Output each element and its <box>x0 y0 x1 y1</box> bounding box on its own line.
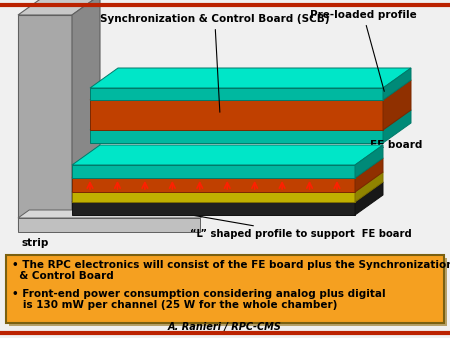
Text: strip: strip <box>22 238 50 248</box>
Polygon shape <box>355 182 383 215</box>
Polygon shape <box>72 202 355 215</box>
Polygon shape <box>72 158 383 178</box>
Polygon shape <box>90 88 383 100</box>
Polygon shape <box>383 68 411 100</box>
Polygon shape <box>72 165 355 178</box>
Text: • The RPC electronics will consist of the FE board plus the Synchronization: • The RPC electronics will consist of th… <box>12 260 450 270</box>
FancyBboxPatch shape <box>9 258 447 326</box>
Text: Synchronization & Control Board (SCB): Synchronization & Control Board (SCB) <box>100 14 329 112</box>
Text: & Control Board: & Control Board <box>12 271 114 281</box>
Polygon shape <box>18 218 200 232</box>
Polygon shape <box>90 110 411 130</box>
Polygon shape <box>72 178 355 192</box>
Polygon shape <box>72 172 383 192</box>
Polygon shape <box>355 172 383 202</box>
Text: FE board: FE board <box>362 140 423 168</box>
Polygon shape <box>90 130 383 143</box>
Polygon shape <box>72 192 355 202</box>
Text: is 130 mW per channel (25 W for the whole chamber): is 130 mW per channel (25 W for the whol… <box>12 300 337 310</box>
FancyBboxPatch shape <box>6 255 444 323</box>
Polygon shape <box>90 68 411 88</box>
Polygon shape <box>72 145 383 165</box>
Text: “L” shaped profile to support  FE board: “L” shaped profile to support FE board <box>183 214 412 239</box>
Polygon shape <box>72 182 383 202</box>
Polygon shape <box>90 80 411 100</box>
Text: Pre-loaded profile: Pre-loaded profile <box>310 10 417 91</box>
Polygon shape <box>383 110 411 143</box>
Polygon shape <box>383 80 411 130</box>
Polygon shape <box>355 145 383 178</box>
Polygon shape <box>355 158 383 192</box>
Polygon shape <box>72 0 100 230</box>
Polygon shape <box>18 15 72 230</box>
Text: • Front-end power consumption considering analog plus digital: • Front-end power consumption considerin… <box>12 289 386 299</box>
Polygon shape <box>18 210 211 218</box>
Text: A. Ranieri / RPC-CMS: A. Ranieri / RPC-CMS <box>168 322 282 332</box>
Polygon shape <box>18 0 100 15</box>
Polygon shape <box>90 100 383 130</box>
